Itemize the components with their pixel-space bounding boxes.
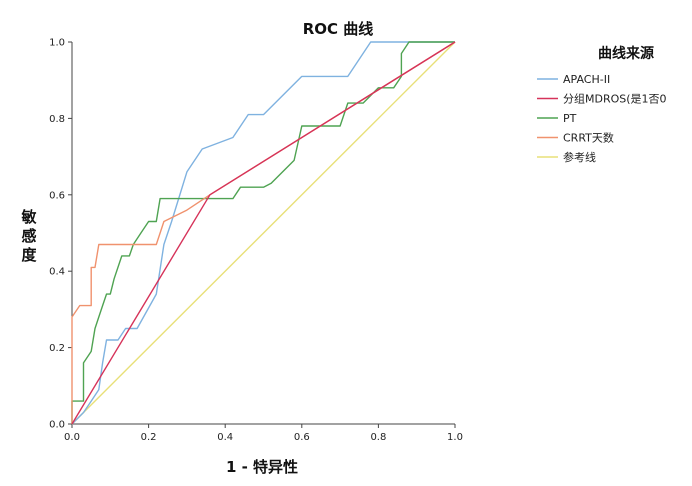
x-axis-label: 1 - 特异性 bbox=[226, 458, 298, 476]
series-line-0 bbox=[71, 41, 455, 425]
x-tick-label: 0.0 bbox=[64, 432, 80, 443]
x-tick-label: 1.0 bbox=[447, 432, 463, 443]
legend-entry: APACH-II bbox=[563, 73, 610, 86]
plot-area: 0.0 0.2 0.4 0.6 0.8 1.0 0.0 0.2 0.4 0.6 0.8 1.0 bbox=[49, 38, 463, 444]
x-tick-label: 0.4 bbox=[217, 432, 233, 443]
chart-title: ROC 曲线 bbox=[303, 20, 374, 38]
y-tick-label: 0.6 bbox=[49, 190, 65, 201]
legend-entry: CRRT天数 bbox=[563, 132, 614, 145]
legend-entry: 分组MDROS(是1否0 bbox=[563, 92, 667, 106]
x-tick-label: 0.2 bbox=[141, 432, 157, 443]
legend-title: 曲线来源 bbox=[598, 45, 654, 62]
y-axis-label: 敏感度 bbox=[20, 208, 37, 264]
y-tick-label: 0.0 bbox=[49, 420, 65, 431]
series-line-3 bbox=[71, 41, 456, 424]
legend-entry: 参考线 bbox=[563, 150, 596, 164]
y-tick-label: 0.8 bbox=[49, 114, 65, 125]
series-line-4 bbox=[71, 41, 456, 425]
y-tick-label: 0.4 bbox=[49, 267, 65, 278]
legend-entry: PT bbox=[563, 112, 577, 125]
y-tick-label: 0.2 bbox=[49, 343, 65, 354]
y-tick-label: 1.0 bbox=[49, 38, 65, 49]
series-line-2 bbox=[71, 41, 455, 424]
svg-text:敏感度: 敏感度 bbox=[20, 208, 37, 264]
series-line-1 bbox=[71, 41, 456, 425]
x-tick-label: 0.8 bbox=[370, 432, 386, 443]
x-tick-label: 0.6 bbox=[294, 432, 310, 443]
